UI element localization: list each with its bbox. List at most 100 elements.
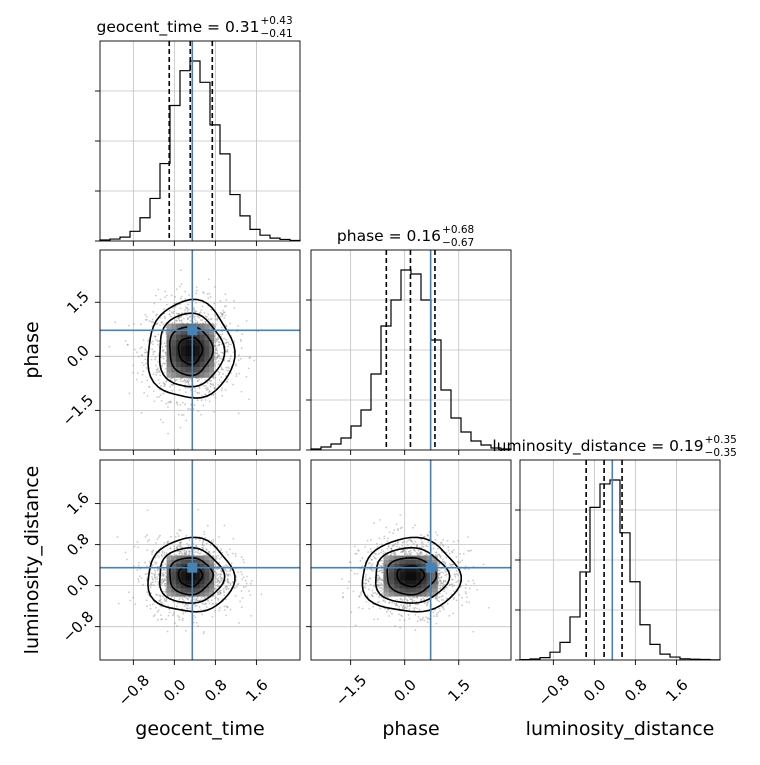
density-cell	[171, 571, 177, 577]
scatter-point	[156, 313, 158, 316]
scatter-point	[212, 394, 215, 397]
scatter-point	[169, 547, 172, 550]
scatter-point	[454, 573, 456, 576]
density-cell	[383, 571, 390, 577]
scatter-point	[467, 580, 470, 583]
scatter-point	[455, 555, 458, 558]
scatter-point	[146, 565, 148, 568]
scatter-point	[215, 361, 218, 364]
scatter-point	[426, 621, 429, 624]
scatter-point	[379, 569, 382, 572]
scatter-point	[442, 561, 445, 564]
scatter-point	[441, 582, 444, 585]
scatter-point	[147, 340, 150, 343]
scatter-point	[403, 607, 406, 609]
scatter-point	[456, 574, 459, 576]
scatter-point	[408, 617, 411, 620]
scatter-point	[145, 362, 147, 365]
scatter-point	[235, 372, 238, 375]
scatter-point	[127, 324, 130, 327]
scatter-point	[202, 404, 205, 407]
scatter-point	[438, 569, 441, 572]
scatter-point	[437, 553, 439, 556]
scatter-point	[247, 367, 250, 370]
scatter-point	[157, 288, 160, 291]
density-cell	[209, 563, 215, 569]
scatter-point	[216, 591, 219, 594]
scatter-point	[168, 401, 171, 404]
scatter-point	[232, 383, 235, 386]
scatter-point	[438, 573, 441, 575]
scatter-point	[373, 585, 376, 588]
scatter-point	[411, 599, 414, 602]
scatter-point	[151, 318, 154, 321]
scatter-point	[155, 368, 158, 371]
scatter-point	[194, 616, 197, 619]
scatter-point	[208, 292, 211, 295]
scatter-point	[201, 319, 203, 322]
scatter-point	[216, 349, 219, 352]
scatter-point	[192, 621, 195, 624]
scatter-point	[164, 383, 166, 386]
scatter-point	[146, 379, 149, 382]
scatter-point	[198, 392, 201, 395]
scatter-point	[370, 593, 373, 596]
scatter-point	[222, 309, 225, 312]
scatter-point	[438, 554, 441, 557]
scatter-point	[185, 381, 188, 383]
scatter-point	[152, 615, 155, 618]
scatter-point	[229, 357, 232, 360]
scatter-point	[202, 632, 205, 635]
scatter-point	[229, 548, 231, 550]
density-cell	[209, 328, 215, 335]
scatter-point	[452, 563, 455, 566]
scatter-point	[440, 541, 443, 544]
scatter-point	[165, 618, 167, 621]
scatter-point	[165, 303, 168, 306]
scatter-point	[204, 379, 207, 381]
scatter-point	[188, 607, 191, 610]
scatter-point	[155, 339, 158, 341]
scatter-point	[153, 569, 156, 572]
scatter-point	[185, 419, 188, 422]
scatter-point	[217, 568, 219, 570]
scatter-point	[194, 538, 197, 540]
scatter-point	[175, 320, 178, 322]
scatter-point	[178, 529, 181, 531]
density-cell	[171, 579, 177, 585]
density-cell	[383, 584, 390, 589]
scatter-point	[169, 401, 172, 404]
scatter-point	[187, 554, 190, 557]
scatter-point	[176, 401, 179, 404]
scatter-point	[178, 598, 181, 600]
scatter-point	[395, 602, 398, 605]
density-cell	[388, 575, 395, 581]
scatter-point	[203, 631, 205, 633]
scatter-point	[144, 573, 147, 576]
scatter-point	[401, 541, 404, 544]
scatter-point	[150, 341, 153, 344]
title-plus: +0.35	[705, 434, 737, 446]
scatter-point	[245, 375, 248, 378]
scatter-point	[436, 599, 439, 602]
scatter-point	[149, 607, 152, 610]
scatter-point	[235, 576, 238, 579]
scatter-point	[438, 596, 441, 598]
density-cell	[176, 372, 182, 378]
density-cell	[185, 355, 191, 362]
scatter-point	[151, 343, 154, 346]
scatter-point	[151, 572, 154, 575]
scatter-point	[179, 297, 182, 300]
scatter-point	[162, 323, 165, 326]
density-cell	[194, 571, 201, 577]
scatter-point	[172, 600, 175, 603]
scatter-point	[229, 343, 232, 346]
scatter-point	[178, 319, 181, 322]
scatter-point	[178, 312, 180, 315]
scatter-point	[225, 585, 227, 588]
scatter-point	[426, 602, 429, 604]
scatter-point	[207, 297, 210, 299]
scatter-point	[155, 294, 157, 297]
scatter-point	[240, 606, 243, 609]
scatter-point	[158, 339, 160, 342]
